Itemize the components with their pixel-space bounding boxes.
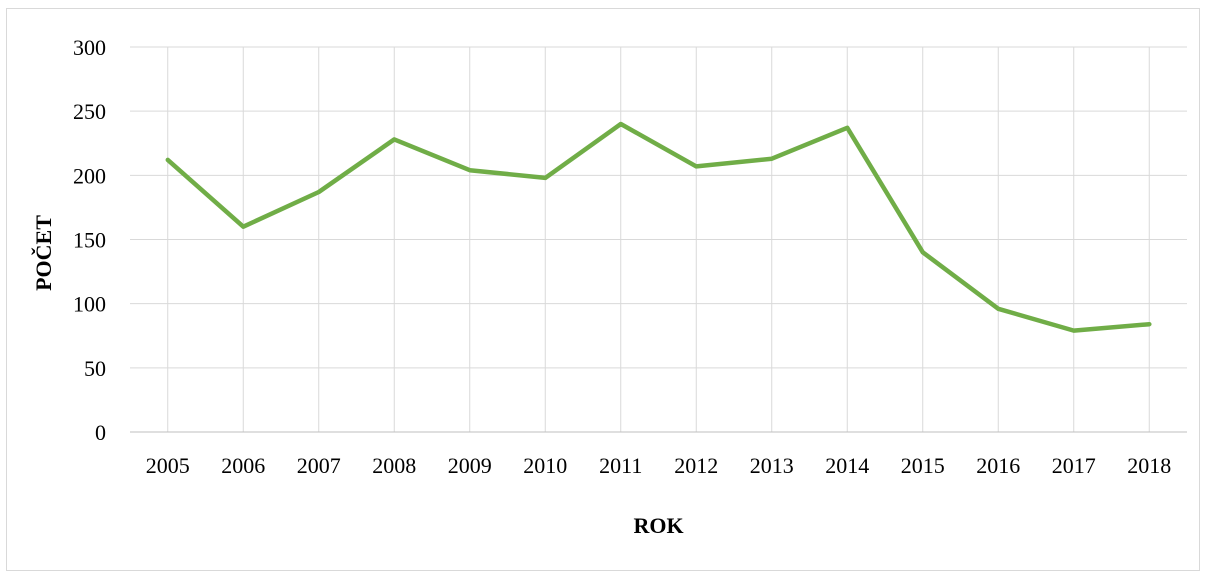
series-line [165, 121, 1152, 333]
y-axis-title: POČET [31, 215, 56, 291]
chart-frame [6, 8, 1200, 571]
y-tick-label: 250 [73, 99, 106, 124]
x-tick-label: 2005 [146, 453, 190, 478]
x-tick-label: 2009 [448, 453, 492, 478]
y-tick-label: 150 [73, 228, 106, 253]
y-tick-labels: 0 50 100 150 200 250 300 [73, 35, 106, 445]
horizontal-gridlines [130, 46, 1187, 369]
y-tick-label: 50 [84, 356, 106, 381]
x-tick-label: 2016 [976, 453, 1020, 478]
x-tick-label: 2012 [674, 453, 718, 478]
x-tick-label: 2013 [750, 453, 794, 478]
x-tick-label: 2018 [1127, 453, 1171, 478]
x-tick-label: 2008 [372, 453, 416, 478]
y-tick-label: 0 [95, 420, 106, 445]
x-tick-label: 2007 [297, 453, 341, 478]
y-tick-label: 200 [73, 163, 106, 188]
x-tick-label: 2006 [221, 453, 265, 478]
x-axis-title: ROK [633, 513, 683, 538]
x-tick-label: 2017 [1052, 453, 1096, 478]
x-tick-label: 2014 [825, 453, 869, 478]
x-tick-label: 2011 [599, 453, 642, 478]
y-tick-label: 300 [73, 35, 106, 60]
vertical-gridlines [167, 47, 1150, 432]
x-tick-label: 2015 [901, 453, 945, 478]
x-tick-label: 2010 [523, 453, 567, 478]
x-tick-labels: 2005 2006 2007 2008 2009 2010 2011 2012 2013 2014… [146, 453, 1172, 478]
y-tick-label: 100 [73, 292, 106, 317]
